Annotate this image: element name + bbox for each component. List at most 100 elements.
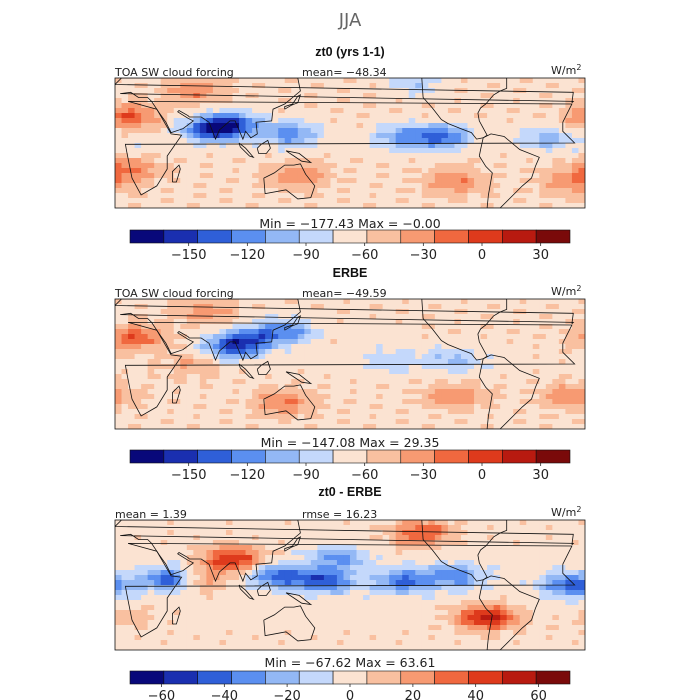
heatmap-cell bbox=[519, 108, 527, 114]
heatmap-cell bbox=[526, 369, 534, 375]
heatmap-cell bbox=[323, 369, 332, 375]
heatmap-cell bbox=[376, 118, 384, 124]
heatmap-cell bbox=[467, 118, 475, 124]
heatmap-cell bbox=[245, 570, 253, 576]
heatmap-cell bbox=[441, 178, 449, 184]
heatmap-cell bbox=[493, 299, 501, 305]
heatmap-cell bbox=[565, 83, 573, 89]
heatmap-cell bbox=[160, 178, 168, 184]
heatmap-cell bbox=[434, 168, 442, 174]
heatmap-cell bbox=[571, 570, 580, 576]
heatmap-cell bbox=[487, 424, 495, 429]
heatmap-cell bbox=[421, 364, 429, 370]
heatmap-cell bbox=[539, 344, 547, 350]
coastline bbox=[284, 94, 302, 110]
heatmap-cell bbox=[552, 309, 560, 315]
colorbar-swatch bbox=[231, 229, 266, 244]
heatmap-cell bbox=[167, 143, 175, 149]
heatmap-cell bbox=[258, 138, 266, 144]
heatmap-cell bbox=[526, 334, 534, 340]
heatmap-cell bbox=[141, 118, 149, 124]
heatmap-cell bbox=[474, 168, 482, 174]
heatmap-cell bbox=[460, 198, 469, 204]
heatmap-cell bbox=[487, 414, 495, 420]
heatmap-cell bbox=[480, 128, 488, 134]
heatmap-cell bbox=[493, 560, 501, 566]
heatmap-cell bbox=[219, 424, 227, 429]
heatmap-cell bbox=[160, 309, 168, 315]
heatmap-cell bbox=[258, 404, 266, 410]
heatmap-cell bbox=[330, 399, 338, 405]
heatmap-cell bbox=[415, 379, 423, 385]
heatmap-cell bbox=[304, 138, 312, 144]
heatmap-cell bbox=[310, 188, 318, 194]
heatmap-cell bbox=[297, 168, 305, 174]
heatmap-cell bbox=[382, 540, 390, 546]
heatmap-cell bbox=[460, 304, 469, 310]
heatmap-cell bbox=[552, 344, 560, 350]
heatmap-cell bbox=[128, 399, 136, 405]
heatmap-cell bbox=[421, 369, 429, 375]
heatmap-cell bbox=[395, 595, 403, 601]
heatmap-cell bbox=[128, 389, 136, 395]
heatmap-cell bbox=[225, 329, 234, 335]
heatmap-cell bbox=[460, 349, 469, 355]
heatmap-cell bbox=[212, 324, 221, 330]
heatmap-cell bbox=[513, 118, 521, 124]
heatmap-cell bbox=[304, 118, 312, 124]
heatmap-cell bbox=[467, 143, 475, 149]
heatmap-cell bbox=[500, 379, 508, 385]
heatmap-cell bbox=[389, 409, 397, 415]
heatmap-cell bbox=[578, 319, 585, 325]
heatmap-cell bbox=[395, 118, 403, 124]
heatmap-cell bbox=[310, 409, 318, 415]
heatmap-cell bbox=[441, 570, 449, 576]
heatmap-cell bbox=[447, 319, 456, 325]
heatmap-cell bbox=[402, 88, 410, 94]
heatmap-cell bbox=[323, 329, 332, 335]
heatmap-cell bbox=[304, 334, 312, 340]
heatmap-cell bbox=[115, 349, 123, 355]
heatmap-cell bbox=[304, 590, 312, 596]
heatmap-cell bbox=[121, 193, 129, 199]
heatmap-cell bbox=[232, 168, 240, 174]
heatmap-cell bbox=[154, 173, 162, 179]
heatmap-cell bbox=[173, 384, 181, 390]
heatmap-cell bbox=[115, 600, 123, 606]
heatmap-cell bbox=[225, 545, 234, 551]
heatmap-cell bbox=[199, 419, 207, 425]
heatmap-cell bbox=[160, 203, 168, 208]
heatmap-cell bbox=[173, 550, 181, 556]
heatmap-cell bbox=[500, 399, 508, 405]
heatmap-cell bbox=[186, 394, 194, 400]
heatmap-cell bbox=[500, 575, 508, 581]
minmax-label: Min = −147.08 Max = 29.35 bbox=[261, 435, 440, 450]
heatmap-cell bbox=[441, 540, 449, 546]
heatmap-cell bbox=[519, 379, 527, 385]
heatmap-cell bbox=[154, 78, 162, 84]
heatmap-cell bbox=[460, 163, 469, 169]
heatmap-cell bbox=[487, 148, 495, 154]
heatmap-cell bbox=[219, 198, 227, 204]
heatmap-cell bbox=[578, 525, 585, 531]
heatmap-cell bbox=[134, 540, 142, 546]
heatmap-cell bbox=[402, 83, 410, 89]
heatmap-cell bbox=[428, 424, 436, 429]
heatmap-cell bbox=[552, 143, 560, 149]
heatmap-cell bbox=[421, 158, 429, 164]
heatmap-cell bbox=[199, 550, 207, 556]
heatmap-cell bbox=[186, 148, 194, 154]
heatmap-cell bbox=[245, 98, 253, 104]
units-label: W/m2 bbox=[551, 505, 581, 519]
heatmap-cell bbox=[506, 123, 514, 129]
heatmap-cell bbox=[323, 143, 332, 149]
heatmap-cell bbox=[219, 143, 227, 149]
heatmap-cell bbox=[402, 580, 410, 586]
heatmap-cell bbox=[519, 153, 527, 159]
heatmap-cell bbox=[323, 409, 332, 415]
heatmap-cell bbox=[513, 570, 521, 576]
heatmap-cell bbox=[539, 153, 547, 159]
heatmap-cell bbox=[552, 520, 560, 526]
heatmap-cell bbox=[421, 419, 429, 425]
heatmap-cell bbox=[239, 138, 247, 144]
